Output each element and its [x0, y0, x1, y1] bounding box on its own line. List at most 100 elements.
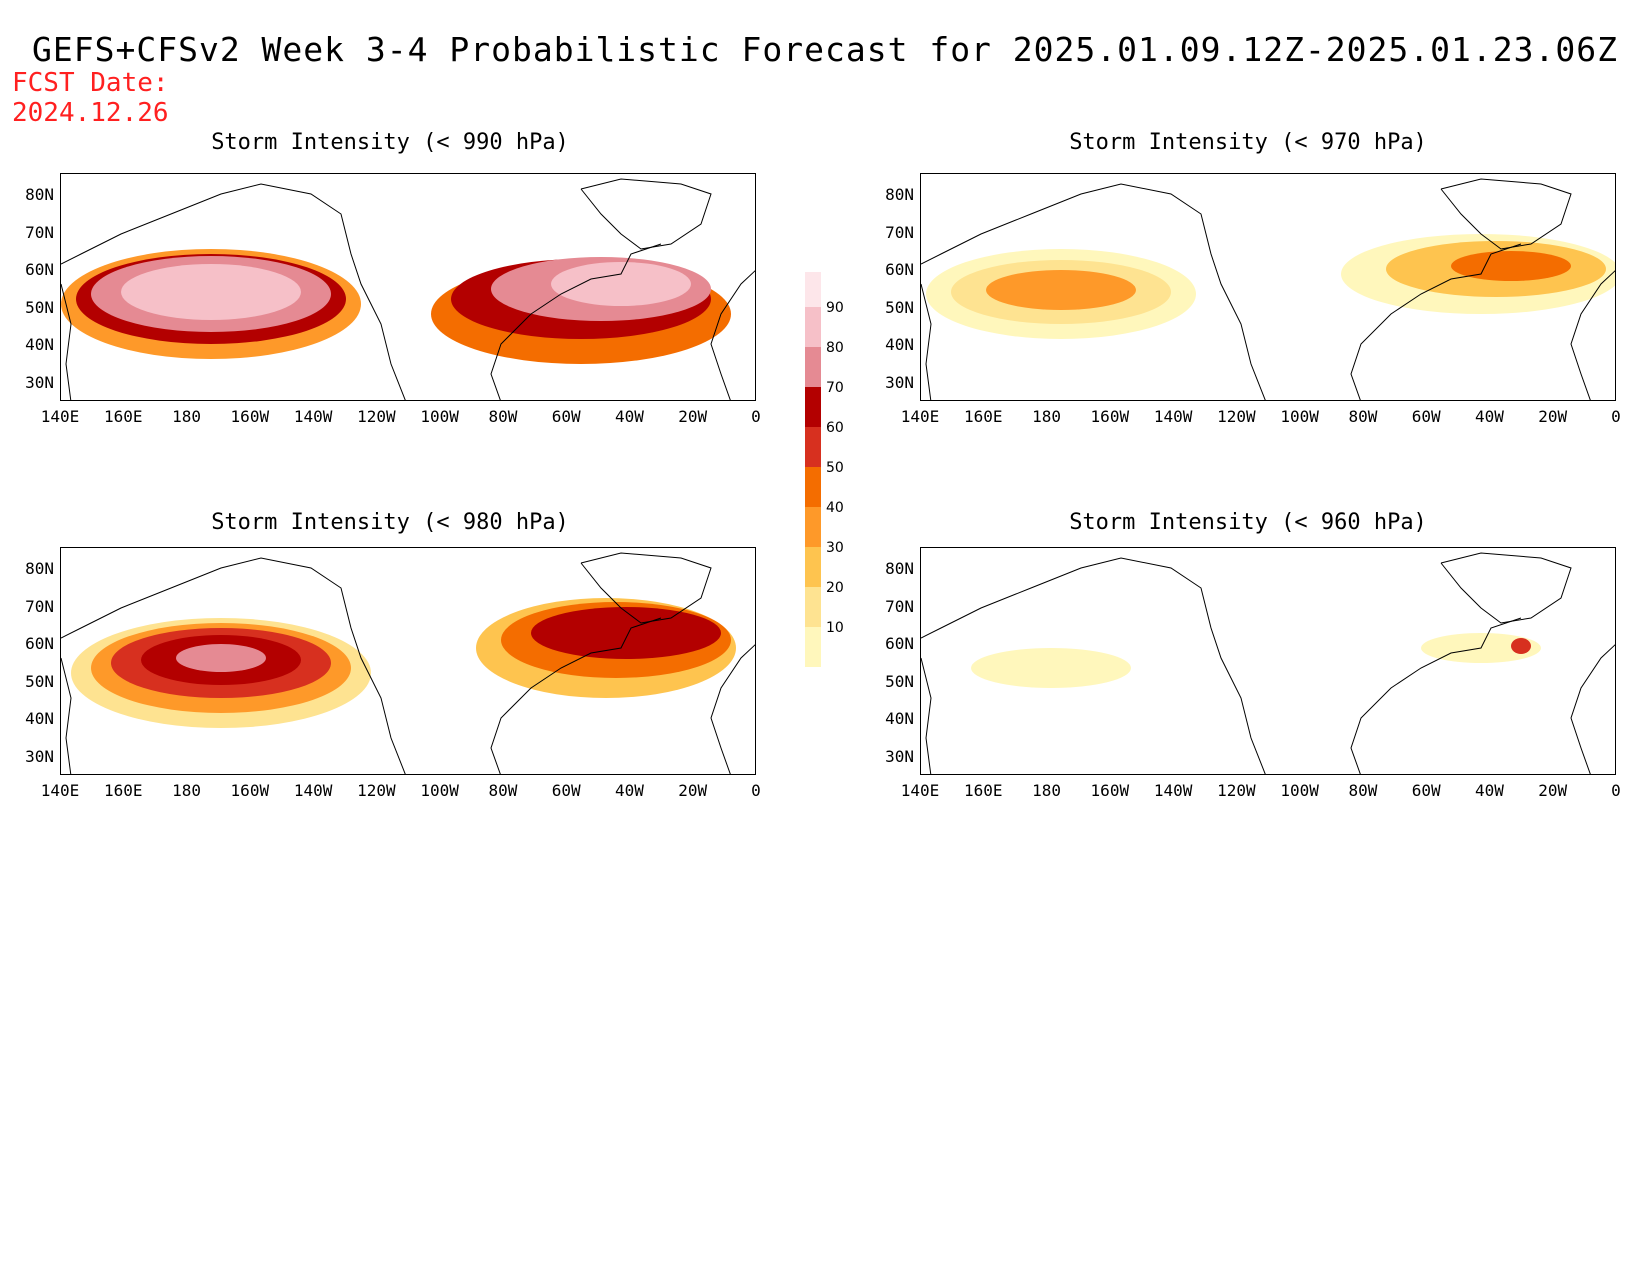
lon-label: 40W: [615, 781, 644, 800]
colorbar-label: 10: [826, 620, 844, 636]
coastline: [1570, 644, 1615, 774]
lat-label: 80N: [25, 559, 54, 578]
lat-label: 30N: [25, 373, 54, 392]
coastline: [921, 557, 1266, 774]
lon-label: 40W: [1475, 781, 1504, 800]
lon-label: 180: [172, 781, 201, 800]
colorbar-label: 50: [826, 460, 844, 476]
coastline: [1440, 178, 1572, 250]
lon-label: 140E: [40, 407, 80, 426]
coastline: [61, 283, 72, 400]
lat-label: 30N: [885, 373, 914, 392]
map-panel-980: [60, 547, 756, 775]
lon-label: 180: [172, 407, 201, 426]
map-panel-990: [60, 173, 756, 401]
lon-label: 80W: [1348, 407, 1378, 426]
lon-label: 140W: [1153, 781, 1193, 800]
coastline: [1570, 270, 1615, 400]
lon-label: 160W: [1090, 407, 1130, 426]
lon-label: 0: [1611, 781, 1621, 800]
lon-label: 80W: [1348, 781, 1378, 800]
lon-label: 60W: [1411, 407, 1441, 426]
lon-label: 140W: [1153, 407, 1193, 426]
lon-label: 160W: [1090, 781, 1130, 800]
lat-label: 50N: [885, 297, 914, 317]
lon-label: 40W: [1475, 407, 1504, 426]
lat-label: 40N: [25, 335, 54, 355]
colorbar-swatches: 10 20 30 40 50 60 70 80 90: [805, 267, 844, 667]
colorbar: 10 20 30 40 50 60 70 80 90: [800, 267, 860, 686]
colorbar-swatch: [805, 547, 821, 587]
coastline: [1440, 552, 1572, 624]
lon-label: 100W: [420, 781, 459, 800]
panel-title-980: Storm Intensity (< 980 hPa): [211, 510, 569, 535]
map-panel-960: [920, 547, 1616, 775]
lon-label: 120W: [1217, 407, 1256, 426]
lat-label: 30N: [25, 747, 54, 766]
map-canvas: [61, 552, 755, 774]
coastline: [580, 552, 712, 624]
lat-label: 50N: [885, 671, 914, 691]
lon-label: 0: [1611, 407, 1621, 426]
lon-label: 100W: [420, 407, 459, 426]
coastline: [61, 557, 406, 774]
lat-label: 40N: [25, 709, 54, 729]
lon-label: 140E: [900, 781, 940, 800]
colorbar-label: 20: [826, 580, 844, 596]
lon-label: 160E: [104, 407, 143, 426]
lon-label: 160W: [230, 781, 270, 800]
lon-label: 180: [1032, 407, 1061, 426]
lon-label: 160E: [964, 781, 1003, 800]
panel-title-960: Storm Intensity (< 960 hPa): [1069, 510, 1427, 535]
lat-label: 60N: [885, 260, 914, 280]
lon-label: 100W: [1280, 407, 1319, 426]
coastline: [921, 657, 932, 774]
lon-label: 120W: [357, 781, 396, 800]
lat-label: 80N: [885, 559, 914, 578]
lat-label: 50N: [25, 297, 54, 317]
coastline: [490, 617, 662, 774]
lon-label: 80W: [488, 407, 518, 426]
lon-label: 140W: [293, 407, 333, 426]
lat-label: 60N: [25, 260, 54, 280]
lat-label: 70N: [885, 596, 914, 616]
map-canvas: [921, 178, 1615, 400]
coastline: [710, 270, 755, 400]
colorbar-swatch: [805, 267, 821, 307]
lon-label: 20W: [1538, 407, 1568, 426]
lon-label: 20W: [678, 407, 708, 426]
map-canvas: [921, 552, 1615, 774]
lon-label: 60W: [551, 407, 581, 426]
colorbar-swatch: [805, 427, 821, 467]
lon-label: 0: [751, 781, 761, 800]
lon-label: 160E: [964, 407, 1003, 426]
forecast-date-label: FCST Date:: [12, 68, 169, 98]
lon-label: 160E: [104, 781, 143, 800]
coastline: [1350, 617, 1522, 774]
lat-label: 50N: [25, 671, 54, 691]
lon-label: 60W: [551, 781, 581, 800]
colorbar-label: 70: [826, 380, 844, 396]
lon-label: 80W: [488, 781, 518, 800]
lat-label: 40N: [885, 335, 914, 355]
coastline: [580, 178, 712, 250]
lon-label: 140E: [900, 407, 940, 426]
lat-label: 80N: [885, 185, 914, 204]
lon-label: 0: [751, 407, 761, 426]
coastline: [490, 243, 662, 400]
lon-label: 60W: [1411, 781, 1441, 800]
colorbar-label: 60: [826, 420, 844, 436]
main-title: GEFS+CFSv2 Week 3-4 Probabilistic Foreca…: [32, 30, 1618, 69]
colorbar-swatch: [805, 507, 821, 547]
lat-label: 70N: [25, 222, 54, 242]
colorbar-swatch: [805, 467, 821, 507]
coastline: [1350, 243, 1522, 400]
coastline: [61, 657, 72, 774]
colorbar-swatch: [805, 587, 821, 627]
map-panel-970: [920, 173, 1616, 401]
lat-label: 60N: [885, 634, 914, 654]
colorbar-label: 90: [826, 300, 844, 316]
map-canvas: [61, 178, 755, 400]
lon-label: 180: [1032, 781, 1061, 800]
lon-label: 120W: [1217, 781, 1256, 800]
